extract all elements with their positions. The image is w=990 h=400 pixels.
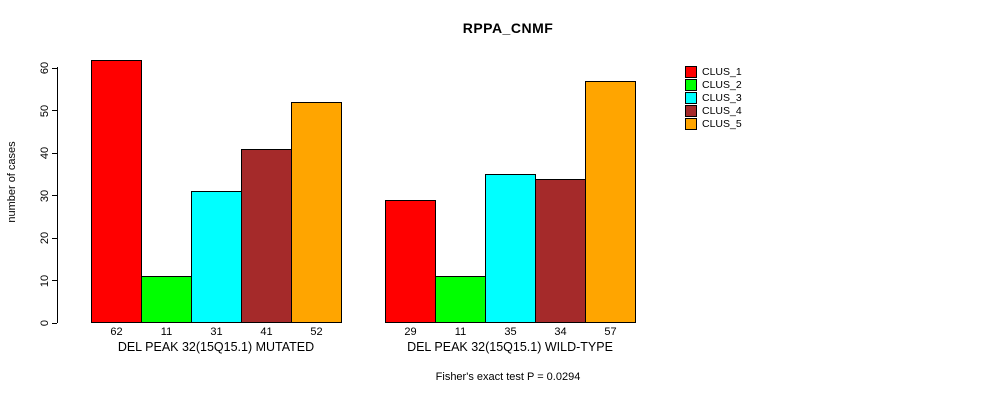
y-tick-mark xyxy=(52,237,57,239)
legend-label: CLUS_2 xyxy=(702,79,742,91)
bar-clus_4-group2 xyxy=(535,178,586,323)
bar-value-label: 11 xyxy=(160,326,173,338)
bar-value-label: 35 xyxy=(504,326,517,338)
y-tick-label: 50 xyxy=(39,104,51,117)
y-tick-label: 40 xyxy=(39,146,51,160)
bar-value-label: 11 xyxy=(454,326,467,338)
y-axis-label: number of cases xyxy=(6,141,18,223)
legend-label: CLUS_4 xyxy=(702,105,742,117)
legend-item: CLUS_5 xyxy=(685,118,742,130)
legend-item: CLUS_1 xyxy=(685,66,742,78)
y-tick-label: 20 xyxy=(39,231,51,245)
bar-value-label: 41 xyxy=(260,326,273,338)
bar-clus_3-group2 xyxy=(485,174,536,323)
bar-clus_5-group2 xyxy=(585,80,636,323)
y-tick-mark xyxy=(52,110,57,111)
bar-value-label: 34 xyxy=(554,326,567,338)
y-tick-mark xyxy=(52,195,57,196)
chart-title: RPPA_CNMF xyxy=(462,20,554,36)
y-tick-mark xyxy=(52,280,57,281)
y-tick-label: 30 xyxy=(39,189,51,202)
y-tick-label: 60 xyxy=(39,61,51,75)
bar-value-label: 29 xyxy=(404,326,417,338)
annotation-fisher-test: Fisher's exact test P = 0.0294 xyxy=(435,371,581,383)
legend-swatch-clus_2 xyxy=(685,79,697,91)
y-tick-mark xyxy=(52,67,57,69)
bar-clus_2-group2 xyxy=(435,276,486,323)
y-tick-label: 10 xyxy=(39,274,51,287)
legend-item: CLUS_3 xyxy=(685,92,742,104)
bar-value-label: 57 xyxy=(604,326,617,338)
bar-value-label: 31 xyxy=(210,326,223,338)
legend-swatch-clus_3 xyxy=(685,92,697,104)
bar-value-label: 52 xyxy=(310,326,323,338)
legend-swatch-clus_1 xyxy=(685,66,697,78)
legend-label: CLUS_5 xyxy=(702,118,742,130)
legend-swatch-clus_4 xyxy=(685,105,697,117)
x-axis-category-label: DEL PEAK 32(15Q15.1) WILD-TYPE xyxy=(407,340,613,354)
y-tick-mark xyxy=(52,322,57,324)
x-axis-category-label: DEL PEAK 32(15Q15.1) MUTATED xyxy=(117,340,315,354)
legend-swatch-clus_5 xyxy=(685,118,697,130)
bar-clus_1-group1 xyxy=(91,59,142,323)
bar-clus_5-group1 xyxy=(291,102,342,323)
legend-item: CLUS_4 xyxy=(685,105,742,117)
y-tick-label: 0 xyxy=(39,319,51,327)
bar-clus_4-group1 xyxy=(241,148,292,323)
bar-clus_1-group2 xyxy=(385,199,436,323)
bar-clus_2-group1 xyxy=(141,276,192,323)
legend-item: CLUS_2 xyxy=(685,79,742,91)
legend-label: CLUS_3 xyxy=(702,92,742,104)
bar-clus_3-group1 xyxy=(191,191,242,323)
legend-label: CLUS_1 xyxy=(702,66,742,78)
y-tick-mark xyxy=(52,152,57,154)
y-axis-line xyxy=(57,67,58,323)
bar-value-label: 62 xyxy=(110,326,123,338)
